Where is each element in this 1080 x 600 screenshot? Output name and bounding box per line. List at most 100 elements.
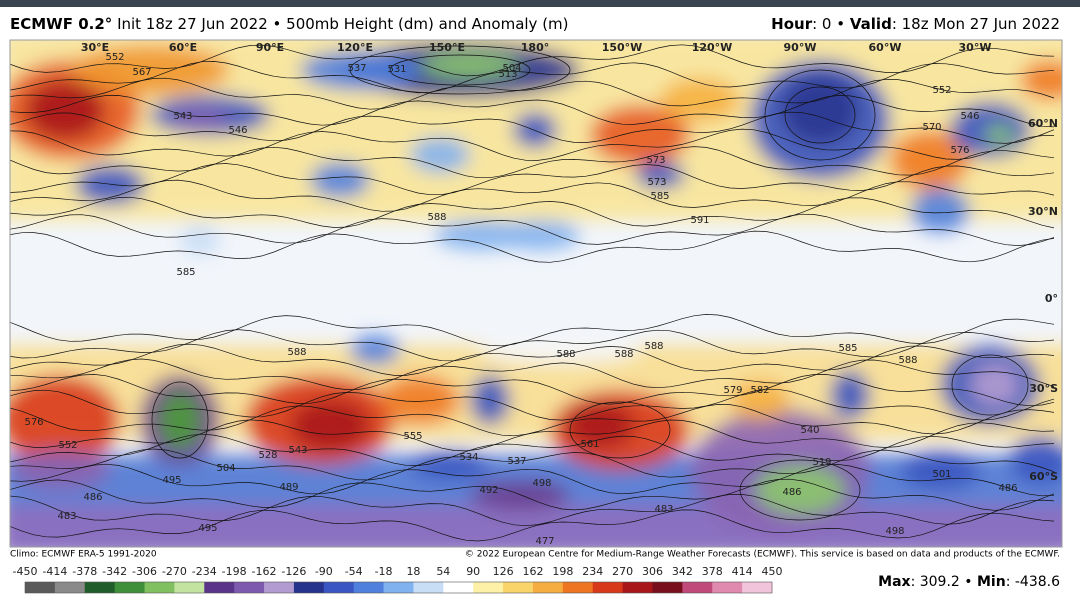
contour-label: 582 (750, 385, 769, 396)
anomaly-blob (380, 375, 460, 425)
longitude-label: 150°W (602, 41, 643, 54)
contour-label: 513 (498, 69, 517, 80)
top-bar (0, 0, 1080, 7)
contour-line (10, 179, 1055, 212)
contour-label: 576 (24, 417, 43, 428)
colorbar-tick-label: 306 (642, 565, 663, 578)
contour-line (10, 509, 1055, 542)
anomaly-blob (290, 400, 370, 450)
contour-line (10, 494, 1055, 527)
longitude-label: 150°E (429, 41, 465, 54)
contour-line (10, 230, 1055, 263)
colorbar-segment (204, 582, 235, 593)
contour-label: 573 (646, 155, 665, 166)
contour-label: 489 (279, 482, 298, 493)
contour-ring (784, 86, 856, 144)
colorbar-segment (503, 582, 534, 593)
contour-line (10, 388, 1055, 421)
contour-label: 579 (723, 385, 742, 396)
contour-label: 504 (216, 463, 235, 474)
contour-line (10, 61, 1055, 94)
anomaly-blob (75, 165, 145, 205)
anomaly-blob (985, 125, 1015, 145)
longitude-label: 90°E (256, 41, 284, 54)
contour-label: 498 (885, 526, 904, 537)
colorbar-tick-label: -306 (132, 565, 157, 578)
latitude-label: 60°N (1028, 117, 1058, 130)
contour-label: 483 (654, 504, 673, 515)
colorbar-segment (622, 582, 653, 593)
contour-label: 477 (535, 536, 554, 547)
contour-label: 504 (502, 63, 521, 74)
latitude-label: 30°N (1028, 205, 1058, 218)
contour-line (10, 463, 1055, 497)
anomaly-blob (660, 78, 740, 122)
contour-line (10, 374, 1055, 407)
longitude-label: 120°W (692, 41, 733, 54)
contour-label: 492 (479, 485, 498, 496)
contour-label: 498 (532, 478, 551, 489)
anomaly-blob (10, 375, 120, 465)
colorbar-segment (562, 582, 594, 593)
contour-label: 534 (459, 452, 478, 463)
anomaly-blob (1010, 435, 1062, 485)
contour-ring (151, 381, 209, 459)
colorbar-segment (383, 582, 414, 593)
colorbar-tick-label: 90 (466, 565, 480, 578)
anomaly-blob (435, 220, 525, 250)
colorbar-segment (532, 582, 564, 593)
colorbar-tick-label: 162 (522, 565, 543, 578)
colorbar-tick-label: 126 (493, 565, 514, 578)
colorbar-segment (652, 582, 683, 593)
colorbar-tick-label: 414 (732, 565, 753, 578)
contour-line (10, 146, 1055, 179)
contour-label: 546 (960, 111, 979, 122)
contour-line (10, 419, 1055, 452)
colorbar-segment (473, 582, 504, 593)
colorbar-tick-label: 18 (406, 565, 420, 578)
colorbar-segment (682, 582, 713, 593)
anomaly-blob (910, 188, 970, 232)
contour-label: 483 (57, 511, 76, 522)
hour-value: : 0 • (812, 15, 845, 33)
colorbar-border (24, 581, 773, 594)
anomaly-field (10, 40, 1062, 547)
colorbar-segment (413, 582, 444, 593)
contour-label: 552 (58, 440, 77, 451)
colorbar-tick-label: -54 (345, 565, 363, 578)
contour-label: 495 (162, 475, 181, 486)
colorbar-tick-label: 54 (436, 565, 450, 578)
colorbar-segment (144, 582, 175, 593)
header-right: Hour: 0 • Valid: 18z Mon 27 Jun 2022 (771, 15, 1060, 33)
contour-label: 570 (922, 122, 941, 133)
contour-label: 576 (950, 145, 969, 156)
contour-ring (764, 69, 876, 161)
contour-line (10, 343, 1055, 376)
contour-label: 588 (556, 349, 575, 360)
contour-label: 585 (176, 267, 195, 278)
colorbar-segment (353, 582, 385, 593)
hour-label: Hour (771, 15, 813, 33)
contour-line (10, 128, 1054, 161)
colorbar-tick-label: -450 (13, 565, 38, 578)
colorbar-tick-label: -126 (281, 565, 306, 578)
contour-label: 588 (644, 341, 663, 352)
anomaly-blob (180, 225, 220, 255)
colorbar-segment (25, 582, 56, 593)
copyright: © 2022 European Centre for Medium-Range … (465, 550, 1060, 560)
contour-label: 543 (288, 445, 307, 456)
contour-label: 528 (258, 450, 277, 461)
colorbar-segment (174, 582, 205, 593)
anomaly-blob (410, 137, 470, 173)
map-labels: 30°E 60°E 90°E 120°E 150°E 180° 150°W 120°W 90°W… (24, 41, 1058, 547)
colorbar-tick-label: -18 (375, 565, 393, 578)
colorbar-tick-label: 270 (612, 565, 633, 578)
longitude-label: 120°E (337, 41, 373, 54)
contour-label: 552 (932, 85, 951, 96)
description: Init 18z 27 Jun 2022 • 500mb Height (dm)… (117, 15, 568, 33)
colorbar-tick-label: 378 (702, 565, 723, 578)
contour-line (10, 358, 1055, 390)
colorbar-tick-label: 342 (672, 565, 693, 578)
anomaly-blob (635, 161, 685, 189)
